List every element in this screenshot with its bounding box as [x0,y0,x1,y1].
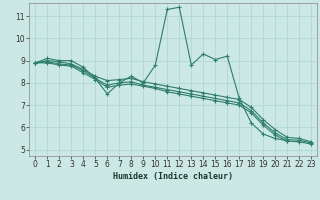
X-axis label: Humidex (Indice chaleur): Humidex (Indice chaleur) [113,172,233,181]
